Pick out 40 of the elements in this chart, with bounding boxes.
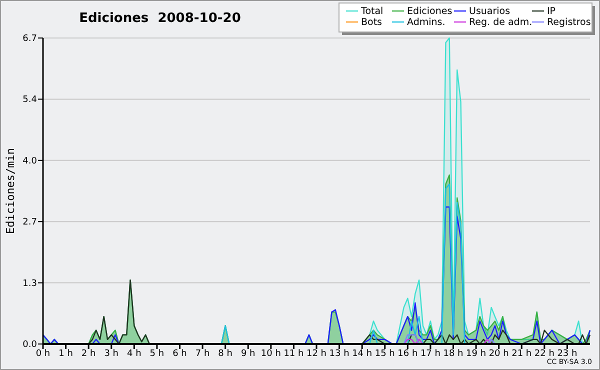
x-tick-label: 16 h (398, 349, 418, 359)
x-tick-label: 2 h (81, 349, 96, 359)
x-tick-label: 15 h (374, 349, 395, 359)
x-tick-label: 11 h (284, 349, 304, 359)
legend-label: Total (360, 6, 384, 17)
legend-label: Ediciones (407, 6, 452, 17)
x-tick-label: 20 h (488, 349, 509, 359)
y-tick-label: 0.0 (22, 340, 38, 350)
x-tick-label: 12 h (306, 349, 327, 359)
legend-label: Admins. (407, 17, 446, 28)
x-tick-label: 13 h (329, 349, 350, 359)
x-tick-label: 3 h (104, 349, 119, 359)
x-tick-label: 23 h (557, 349, 578, 359)
y-tick-label: 5.4 (22, 95, 38, 106)
x-tick-label: 6 h (172, 349, 187, 359)
y-tick-label: 6.7 (22, 34, 37, 44)
x-tick-label: 22 h (534, 349, 554, 359)
chart-title: Ediciones 2008-10-20 (79, 11, 241, 26)
x-tick-label: 8 h (218, 349, 232, 359)
legend-label: IP (547, 6, 556, 17)
y-tick-label: 2.7 (22, 218, 37, 228)
x-tick-label: 1 h (58, 349, 73, 359)
x-tick-label: 4 h (127, 349, 142, 359)
x-tick-label: 18 h (443, 349, 464, 359)
y-axis-title: Ediciones/min (4, 148, 17, 234)
x-tick-label: 7 h (195, 349, 210, 359)
x-tick-label: 5 h (150, 349, 164, 359)
x-tick-label: 19 h (466, 349, 486, 359)
legend-label: Reg. de adm. (469, 17, 532, 28)
y-tick-label: 1.3 (22, 278, 37, 289)
x-tick-label: 17 h (420, 349, 440, 359)
x-tick-label: 21 h (512, 349, 532, 359)
legend-label: Bots (361, 17, 382, 28)
x-tick-label: 10 h (260, 349, 281, 359)
x-tick-label: 14 h (352, 349, 372, 359)
x-tick-label: 0 h (36, 349, 50, 359)
x-tick-label: 9 h (240, 349, 256, 359)
legend-label: Registros (547, 17, 591, 28)
y-tick-label: 4.0 (22, 156, 38, 166)
legend-label: Usuarios (469, 6, 510, 17)
